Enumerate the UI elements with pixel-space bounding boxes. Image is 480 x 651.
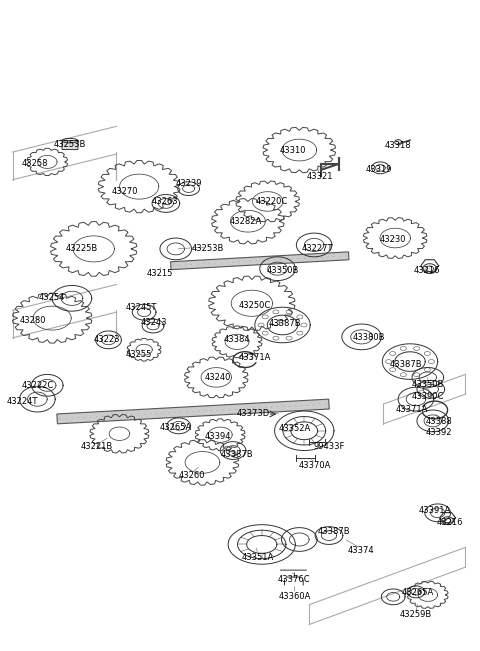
Text: 43371A: 43371A bbox=[239, 353, 271, 362]
Polygon shape bbox=[57, 399, 329, 424]
Text: 43360A: 43360A bbox=[278, 592, 311, 602]
Text: 43351A: 43351A bbox=[241, 553, 274, 562]
Text: 43253B: 43253B bbox=[54, 139, 86, 148]
Text: 43263: 43263 bbox=[152, 197, 178, 206]
Text: 43310: 43310 bbox=[280, 146, 307, 154]
Text: 43215: 43215 bbox=[147, 269, 173, 278]
Text: 43239: 43239 bbox=[175, 179, 202, 188]
Text: 43258: 43258 bbox=[21, 159, 48, 169]
Text: 43265A: 43265A bbox=[160, 423, 192, 432]
Text: 43265A: 43265A bbox=[402, 589, 434, 598]
Polygon shape bbox=[170, 252, 349, 270]
Text: 43394: 43394 bbox=[205, 432, 231, 441]
Text: 43373D: 43373D bbox=[237, 409, 270, 419]
Text: 43270: 43270 bbox=[112, 187, 139, 196]
Text: 43370A: 43370A bbox=[299, 461, 331, 470]
Text: 43387B: 43387B bbox=[390, 360, 422, 369]
Text: 43230: 43230 bbox=[380, 234, 407, 243]
Text: 43224T: 43224T bbox=[7, 396, 38, 406]
Text: 43387B: 43387B bbox=[318, 527, 350, 536]
Text: 43352A: 43352A bbox=[278, 424, 311, 434]
Text: 43250C: 43250C bbox=[239, 301, 271, 310]
Text: 43318: 43318 bbox=[385, 141, 411, 150]
Text: 43223: 43223 bbox=[93, 335, 120, 344]
Text: 43380B: 43380B bbox=[352, 333, 385, 342]
Text: 43282A: 43282A bbox=[230, 217, 262, 226]
Text: 43243: 43243 bbox=[141, 318, 167, 327]
Text: 43350B: 43350B bbox=[412, 380, 444, 389]
Text: 43388: 43388 bbox=[425, 417, 452, 426]
Text: 43321: 43321 bbox=[307, 173, 333, 181]
Text: 43392: 43392 bbox=[425, 428, 452, 437]
Text: 43374: 43374 bbox=[347, 546, 374, 555]
Text: 43220C: 43220C bbox=[255, 197, 288, 206]
Text: 43350B: 43350B bbox=[266, 266, 299, 275]
Text: 99433F: 99433F bbox=[313, 442, 345, 451]
Text: 43280: 43280 bbox=[19, 316, 46, 325]
Text: 43221B: 43221B bbox=[81, 442, 113, 451]
Text: 43216: 43216 bbox=[414, 266, 440, 275]
Text: 43254: 43254 bbox=[39, 293, 65, 302]
Text: 43227T: 43227T bbox=[301, 244, 333, 253]
FancyBboxPatch shape bbox=[62, 141, 78, 150]
Text: 43376C: 43376C bbox=[278, 575, 311, 583]
Text: 43390C: 43390C bbox=[412, 392, 444, 400]
Text: 43245T: 43245T bbox=[125, 303, 157, 312]
Text: 43240: 43240 bbox=[205, 373, 231, 382]
Text: 43319: 43319 bbox=[366, 165, 393, 174]
Text: 43371A: 43371A bbox=[396, 404, 428, 413]
Text: 43384: 43384 bbox=[224, 335, 251, 344]
Text: 43387B: 43387B bbox=[268, 318, 301, 327]
Text: 43216: 43216 bbox=[436, 518, 463, 527]
Text: 43253B: 43253B bbox=[191, 244, 224, 253]
Text: 43259B: 43259B bbox=[400, 610, 432, 619]
Text: 43387B: 43387B bbox=[221, 450, 253, 459]
Text: 43255: 43255 bbox=[126, 350, 152, 359]
Text: 43222C: 43222C bbox=[21, 381, 53, 390]
Text: 43260: 43260 bbox=[178, 471, 205, 480]
Text: 43391A: 43391A bbox=[419, 506, 451, 516]
Text: 43225B: 43225B bbox=[66, 244, 98, 253]
